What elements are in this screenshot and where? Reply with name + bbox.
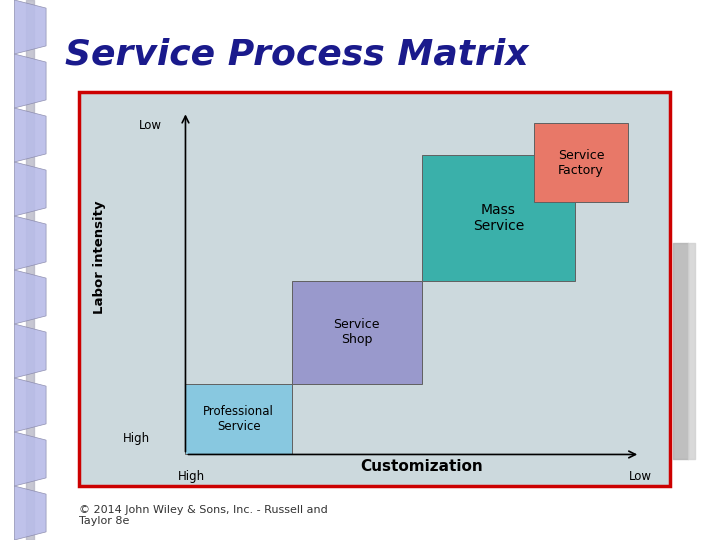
Text: Service
Shop: Service Shop: [333, 318, 380, 346]
Polygon shape: [14, 0, 46, 54]
Polygon shape: [14, 324, 46, 378]
Text: Service
Factory: Service Factory: [558, 148, 604, 177]
Text: Low: Low: [629, 470, 652, 483]
Text: Customization: Customization: [360, 459, 483, 474]
Text: Professional
Service: Professional Service: [203, 405, 274, 433]
Polygon shape: [14, 378, 46, 432]
Bar: [422, 155, 575, 281]
Text: High: High: [123, 432, 150, 445]
Polygon shape: [14, 270, 46, 324]
Polygon shape: [14, 54, 46, 108]
Text: High: High: [178, 470, 205, 483]
Polygon shape: [14, 432, 46, 486]
Text: Labor intensity: Labor intensity: [94, 201, 107, 314]
Text: © 2014 John Wiley & Sons, Inc. - Russell and
Taylor 8e: © 2014 John Wiley & Sons, Inc. - Russell…: [79, 505, 328, 526]
Bar: [292, 281, 422, 383]
Polygon shape: [14, 108, 46, 162]
Bar: [534, 123, 629, 202]
Text: Low: Low: [139, 119, 162, 132]
Polygon shape: [14, 486, 46, 540]
Bar: [186, 383, 292, 455]
Polygon shape: [14, 216, 46, 270]
Text: Mass
Service: Mass Service: [473, 203, 524, 233]
Text: Service Process Matrix: Service Process Matrix: [65, 38, 528, 72]
Polygon shape: [14, 162, 46, 216]
